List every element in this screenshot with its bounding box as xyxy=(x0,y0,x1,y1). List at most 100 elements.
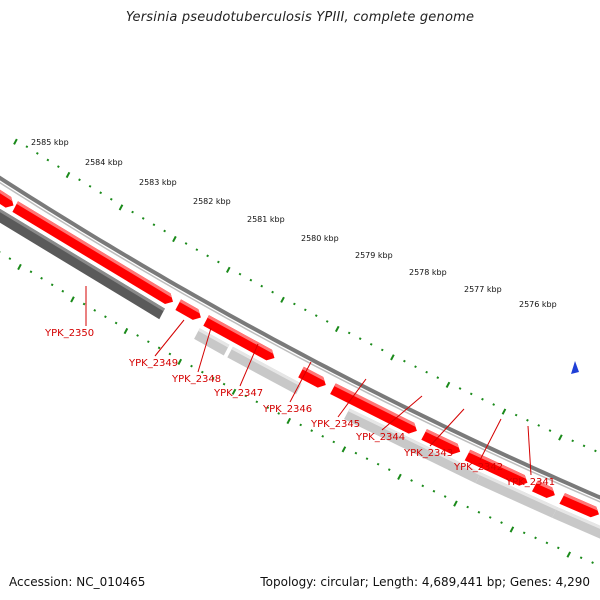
gene-label: YPK_2343 xyxy=(403,448,453,459)
reverse-gene-highlight xyxy=(231,346,302,387)
inner-tick xyxy=(104,315,107,319)
forward-gene xyxy=(175,299,201,320)
backbone-line xyxy=(0,175,600,500)
reverse-gene xyxy=(227,346,302,395)
inner-tick xyxy=(177,358,183,365)
outer-tick xyxy=(469,392,473,396)
gene-label: YPK_2350 xyxy=(44,328,94,339)
forward-gene-highlight xyxy=(302,366,325,381)
scale-labels: 2585 kbp 2584 kbp 2583 kbp 2582 kbp 2581 kbp… xyxy=(31,138,557,309)
inner-tick xyxy=(211,376,215,380)
reverse-gene xyxy=(194,328,230,356)
outer-tick xyxy=(260,284,264,288)
gene-label: YPK_2345 xyxy=(310,419,360,430)
inner-tick xyxy=(376,462,380,466)
outer-tick xyxy=(280,296,285,303)
outer-tick xyxy=(526,418,529,422)
forward-gene-highlight xyxy=(536,480,554,492)
scale-label: 2584 kbp xyxy=(85,158,123,167)
gene-label: YPK_2344 xyxy=(355,432,405,443)
gene-label: YPK_2346 xyxy=(262,404,312,415)
reverse-strand-genes xyxy=(0,209,600,539)
outer-tick xyxy=(88,184,92,188)
inner-tick xyxy=(255,400,259,404)
inner-tick xyxy=(266,406,270,409)
genome-backbone xyxy=(0,175,600,503)
inner-tick xyxy=(566,551,572,558)
outer-tick xyxy=(172,235,177,243)
scale-label: 2577 kbp xyxy=(464,285,502,294)
scale-label: 2581 kbp xyxy=(247,215,285,224)
inner-tick xyxy=(40,276,43,280)
forward-gene xyxy=(532,480,555,498)
outer-tick xyxy=(436,376,440,380)
outer-tick xyxy=(390,354,395,361)
forward-gene-highlight xyxy=(563,493,598,511)
outer-tick xyxy=(582,444,586,448)
outer-tick xyxy=(118,204,124,211)
inner-tick xyxy=(93,309,97,312)
outer-tick xyxy=(65,171,71,179)
inner-tick xyxy=(556,546,560,550)
outer-tick xyxy=(141,217,145,220)
outer-tick xyxy=(425,370,428,374)
scale-label: 2580 kbp xyxy=(301,234,339,243)
scale-label: 2585 kbp xyxy=(31,138,69,147)
outer-tick-row xyxy=(13,138,597,453)
outer-tick xyxy=(369,342,373,346)
reverse-gene-highlight xyxy=(198,328,230,348)
inner-tick xyxy=(387,468,391,472)
direction-arrow-icon xyxy=(571,361,579,374)
inner-tick xyxy=(146,340,150,344)
genome-summary-text: Topology: circular; Length: 4,689,441 bp… xyxy=(260,575,590,589)
reverse-gene-highlight xyxy=(348,408,481,476)
outer-tick xyxy=(13,138,18,145)
outer-tick xyxy=(46,158,50,162)
gene-label: YPK_2347 xyxy=(213,388,263,399)
leader-line xyxy=(197,327,212,373)
outer-tick xyxy=(238,272,242,276)
outer-tick xyxy=(314,314,318,317)
gene-label: YPK_2341 xyxy=(505,477,555,488)
leader-line xyxy=(479,418,502,461)
inner-tick xyxy=(50,283,54,287)
outer-tick xyxy=(109,197,113,201)
outer-tick xyxy=(163,229,166,233)
gene-labels: YPK_2350 YPK_2349 YPK_2348 YPK_2347 YPK_2346… xyxy=(44,328,555,488)
outer-tick xyxy=(571,439,575,443)
outer-tick xyxy=(347,331,351,335)
inner-tick xyxy=(321,434,325,438)
outer-tick xyxy=(35,152,39,155)
label-leader-lines xyxy=(85,286,532,476)
direction-arrow-shape xyxy=(571,361,579,374)
outer-tick xyxy=(195,248,199,252)
outer-tick xyxy=(445,381,451,388)
forward-gene-highlight xyxy=(0,189,13,202)
inner-tick xyxy=(244,394,248,398)
inner-tick xyxy=(432,489,436,493)
inner-tick xyxy=(231,388,237,395)
inner-tick xyxy=(114,321,118,325)
leader-line xyxy=(289,361,312,403)
outer-tick xyxy=(481,397,484,401)
inner-tick xyxy=(17,263,22,271)
reverse-gene-highlight xyxy=(0,209,165,312)
inner-tick xyxy=(157,346,161,350)
leader-line xyxy=(429,408,465,447)
inner-tick xyxy=(277,412,281,415)
outer-tick xyxy=(501,408,507,415)
gene-label: YPK_2349 xyxy=(128,358,178,369)
inner-tick xyxy=(8,257,12,260)
inner-tick xyxy=(286,417,292,425)
inner-tick xyxy=(522,531,526,535)
inner-tick xyxy=(500,521,503,524)
outer-tick xyxy=(458,387,462,390)
outer-tick xyxy=(594,449,597,453)
inner-tick xyxy=(410,479,413,482)
inner-tick xyxy=(222,382,226,386)
reverse-gene xyxy=(552,507,600,539)
inner-tick xyxy=(466,505,470,509)
inner-tick xyxy=(534,536,537,540)
outer-tick xyxy=(548,429,552,432)
inner-tick xyxy=(443,495,447,498)
